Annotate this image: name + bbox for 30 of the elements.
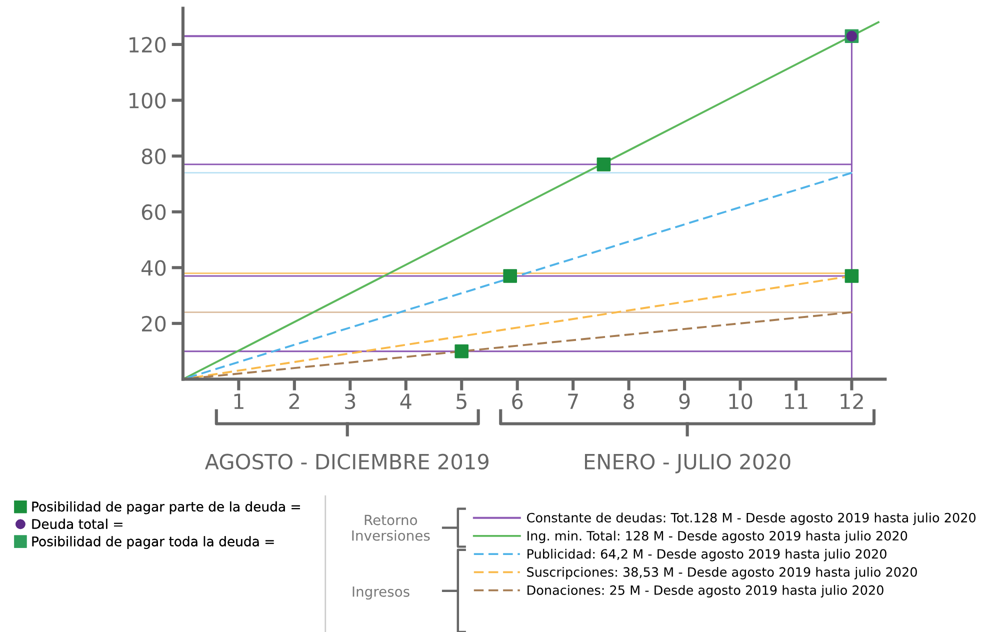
x-tick-label: 10 [729, 393, 752, 410]
legend-label: Constante de deudas: Tot.128 M - Desde agosto 2019 hasta julio 2020 [527, 512, 976, 525]
y-tick-label: 60 [142, 204, 166, 220]
x-tick-label: 7 [568, 394, 578, 409]
x-tick-label: 2 [289, 393, 299, 409]
y-tick-label: 40 [142, 260, 166, 276]
x-tick-label: 5 [456, 394, 466, 410]
text: Ingresos [352, 586, 410, 600]
y-tick-label: 120 [130, 36, 166, 53]
x-tick-label: 3 [345, 393, 356, 410]
x-tick-label: 8 [624, 393, 634, 410]
x-tick-label: 12 [840, 393, 863, 409]
x-tick-label: 4 [400, 394, 412, 409]
x-tick-label: 9 [679, 393, 690, 410]
legend-label: Donaciones: 25 M - Desde agosto 2019 hasta julio 2020 [528, 585, 884, 598]
x-tick-label: 1 [234, 394, 244, 409]
legend-label: Ing. min. Total: 128 M - Desde agosto 2019 hasta julio 2020 [528, 530, 908, 544]
text: Retorno Inversiones [352, 514, 430, 541]
legend-label: Posibilidad de pagar parte de la deuda = [32, 501, 300, 514]
text: ENERO - JULIO 2020 [584, 454, 790, 474]
x-tick-label: 6 [512, 393, 523, 410]
y-tick-label: 20 [142, 316, 166, 332]
legend-label: Deuda total = [32, 518, 122, 529]
legend-label: Publicidad: 64,2 M - Desde agosto 2019 hasta julio 2020 [528, 548, 886, 562]
text: AGOSTO - DICIEMBRE 2019 [204, 454, 488, 470]
legend-label: Suscripciones: 38,53 M - Desde agosto 2019 hasta julio 2020 [527, 566, 917, 580]
legend-label: Posibilidad de pagar toda la deuda = [32, 536, 274, 549]
x-tick-label: 11 [785, 394, 808, 409]
y-tick-label: 100 [130, 92, 166, 108]
y-tick-label: 80 [142, 148, 166, 164]
